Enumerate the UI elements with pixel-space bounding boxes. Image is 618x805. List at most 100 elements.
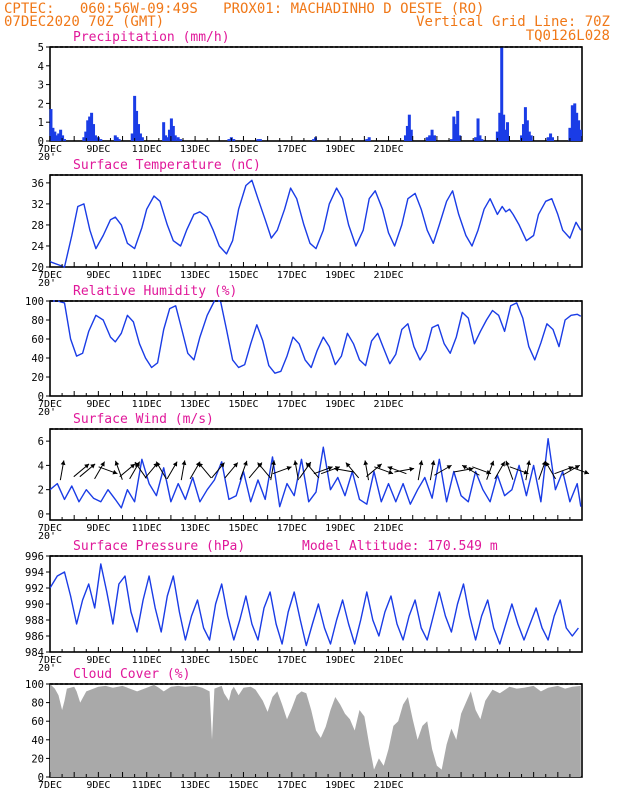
precip-bar	[92, 124, 96, 141]
panel-1: 0 1 2 3 4 5 7DEC 9DEC 11DEC 13DEC 15DEC 17DEC 19DEC 2…	[38, 30, 583, 163]
precip-bar	[113, 135, 117, 141]
wind-arrow-head	[219, 462, 225, 468]
precip-bar	[570, 105, 574, 141]
wind-arrow-head	[430, 460, 436, 466]
date-label: 7DEC	[38, 270, 62, 281]
y-tick-label: 0	[38, 136, 44, 148]
precip-bar	[478, 135, 482, 141]
precip-bar	[138, 133, 142, 141]
precip-bar	[452, 116, 456, 141]
precip-bar	[407, 114, 411, 141]
precip-bar	[549, 133, 553, 141]
precip-bar	[523, 107, 527, 141]
wind-arrow-head	[468, 466, 474, 472]
series-line	[50, 300, 582, 374]
wind-arrow-head	[257, 462, 263, 468]
wind-arrow-head	[181, 460, 187, 466]
precip-bar	[86, 120, 90, 141]
y-tick-label: 4	[38, 460, 44, 472]
precip-bar	[167, 129, 171, 141]
date-label: 19DEC	[325, 780, 355, 791]
wind-arrow-head	[387, 466, 393, 471]
panel-3: 0 20 40 60 80 100 7DEC 9DEC 11DEC 13DEC 15DEC 17DEC…	[25, 284, 583, 418]
date-label: 11DEC	[132, 399, 162, 410]
precip-bar	[140, 137, 144, 141]
precip-bar	[256, 139, 260, 141]
date-label: 9DEC	[86, 399, 110, 410]
precip-bar	[49, 109, 53, 141]
precip-bar	[529, 135, 533, 141]
y-tick-label: 100	[25, 296, 44, 308]
panel-title: Surface Pressure (hPa)	[73, 539, 245, 554]
precip-bar	[162, 122, 166, 141]
precip-bar	[409, 129, 413, 141]
wind-arrow-head	[100, 461, 105, 467]
y-tick-label: 2	[38, 98, 44, 110]
date-label: 15DEC	[228, 144, 258, 155]
date-label: 19DEC	[325, 399, 355, 410]
precip-bar	[498, 112, 502, 141]
year-label: 20'	[38, 278, 56, 289]
precip-bar	[59, 129, 63, 141]
y-tick-label: 20	[31, 372, 44, 384]
wind-arrow-head	[60, 460, 66, 466]
panel-title: Cloud Cover (%)	[73, 667, 190, 682]
series-line	[49, 563, 579, 647]
wind-arrow-head	[130, 463, 136, 469]
precip-bar	[99, 139, 103, 141]
precip-bar	[577, 120, 581, 141]
precip-bar	[502, 114, 506, 141]
precip-bar	[521, 124, 525, 141]
y-tick-label: 992	[25, 583, 44, 595]
panel-title: Relative Humidity (%)	[73, 284, 237, 299]
precip-bar	[495, 131, 499, 141]
date-label: 19DEC	[325, 144, 355, 155]
date-label: 7DEC	[38, 780, 62, 791]
y-tick-label: 986	[25, 631, 44, 643]
y-tick-label: 36	[31, 178, 44, 190]
year-label: 20'	[38, 407, 56, 418]
date-label: 15DEC	[228, 523, 258, 534]
precip-bar	[115, 137, 119, 141]
panel-6: 0 20 40 60 80 100 7DEC 9DEC 11DEC 13DEC 15DEC 17DEC…	[25, 667, 583, 791]
panel-5: 984 986 988 990 992 994 996 7DEC 9DEC 11DEC 13DEC 1…	[25, 539, 583, 674]
precip-bar	[428, 135, 432, 141]
wind-arrow-head	[500, 461, 505, 467]
series-line	[49, 438, 582, 509]
wind-arrow-head	[418, 460, 424, 466]
precip-bar	[258, 139, 262, 141]
precip-bar	[137, 124, 141, 141]
date-label: 9DEC	[86, 144, 110, 155]
y-tick-label: 988	[25, 615, 44, 627]
precip-bar	[312, 139, 316, 141]
wind-arrow-head	[243, 460, 248, 466]
wind-arrow-head	[486, 469, 492, 475]
precip-bar	[458, 135, 462, 141]
panel-title: Precipitation (mm/h)	[73, 30, 230, 45]
year-label: 20'	[38, 531, 56, 542]
wind-arrow-head	[584, 469, 589, 475]
wind-arrow-head	[286, 466, 292, 471]
date-label: 7DEC	[38, 399, 62, 410]
panel-title: Surface Temperature (nC)	[73, 158, 261, 173]
header-model-id: TQ0126L028	[526, 28, 610, 44]
wind-arrow-head	[505, 460, 510, 466]
precip-bar	[90, 112, 94, 141]
date-label: 17DEC	[277, 399, 307, 410]
wind-arrow-head	[84, 463, 90, 469]
y-tick-label: 6	[38, 436, 44, 448]
precip-bar	[84, 131, 88, 141]
precip-bar	[55, 135, 59, 141]
y-tick-label: 40	[31, 735, 44, 747]
precip-bar	[546, 137, 550, 141]
date-label: 13DEC	[180, 655, 210, 666]
wind-arrow-head	[541, 460, 547, 466]
date-label: 11DEC	[132, 523, 162, 534]
date-label: 15DEC	[228, 780, 258, 791]
cloud-cover-area	[50, 684, 581, 777]
y-tick-label: 0	[38, 509, 44, 521]
date-label: 13DEC	[180, 144, 210, 155]
date-label: 7DEC	[38, 655, 62, 666]
precip-bar	[527, 131, 531, 141]
